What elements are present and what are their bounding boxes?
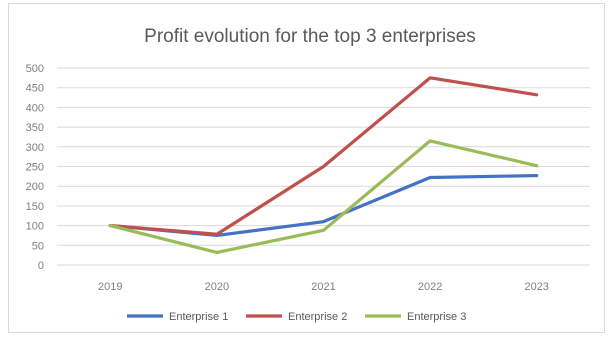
y-tick-label: 450 — [26, 83, 44, 95]
legend-label: Enterprise 1 — [169, 311, 228, 323]
x-tick-label: 2021 — [311, 281, 335, 293]
legend-item: Enterprise 1 — [127, 311, 228, 323]
gridlines — [57, 67, 590, 266]
legend-item: Enterprise 2 — [246, 311, 347, 323]
x-axis-ticks: 2019 2020 2021 2022 2023 — [98, 281, 549, 293]
chart-title: Profit evolution for the top 3 enterpris… — [144, 26, 476, 47]
chart-frame — [8, 3, 605, 333]
y-tick-label: 500 — [26, 63, 44, 75]
series-lines — [108, 76, 539, 254]
legend-label: Enterprise 2 — [288, 311, 347, 323]
y-tick-label: 50 — [32, 240, 44, 252]
y-tick-label: 0 — [38, 260, 44, 272]
x-tick-label: 2020 — [205, 281, 229, 293]
series-line-enterprise-3 — [108, 139, 539, 254]
y-tick-label: 200 — [26, 181, 44, 193]
legend-item: Enterprise 3 — [365, 311, 466, 323]
y-tick-label: 150 — [26, 201, 44, 213]
series-line-enterprise-2 — [108, 76, 539, 236]
y-tick-label: 300 — [26, 142, 44, 154]
legend-label: Enterprise 3 — [407, 311, 466, 323]
x-tick-label: 2019 — [98, 281, 122, 293]
y-axis-ticks: 0 50 100 150 200 250 300 350 400 450 500 — [26, 63, 44, 272]
y-tick-label: 250 — [26, 162, 44, 174]
y-tick-label: 400 — [26, 102, 44, 114]
y-tick-label: 350 — [26, 122, 44, 134]
legend: Enterprise 1 Enterprise 2 Enterprise 3 — [127, 311, 466, 323]
x-tick-label: 2023 — [524, 281, 548, 293]
x-tick-label: 2022 — [418, 281, 442, 293]
y-tick-label: 100 — [26, 221, 44, 233]
